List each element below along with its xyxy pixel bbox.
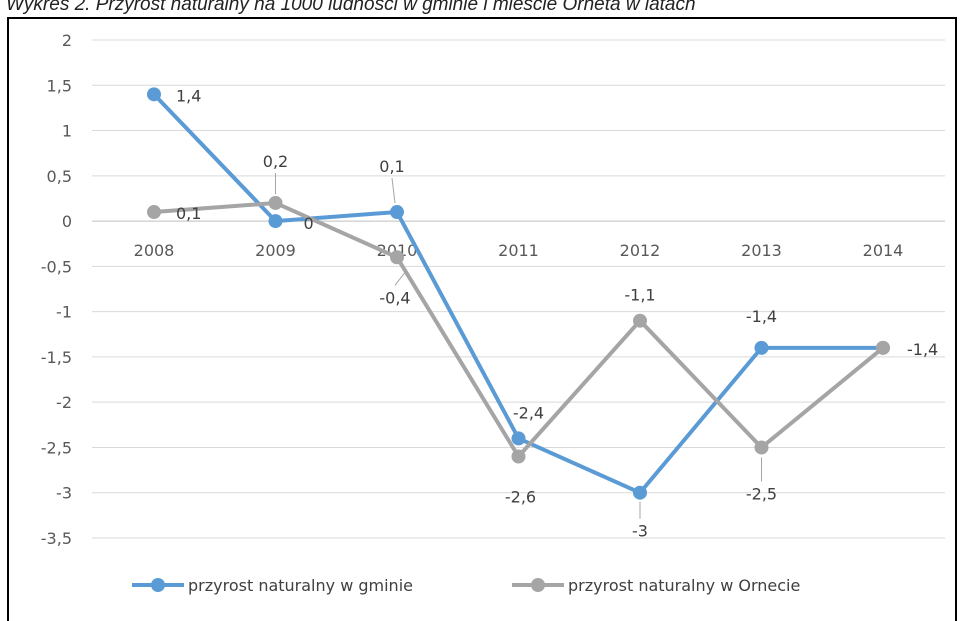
data-label-orneta: -0,4 bbox=[379, 288, 410, 307]
x-tick-label: 2011 bbox=[498, 241, 539, 260]
y-tick-label: -1 bbox=[56, 303, 72, 322]
y-tick-label: 2 bbox=[62, 31, 72, 50]
marker-orneta bbox=[754, 440, 769, 455]
marker-gmina bbox=[268, 214, 283, 229]
y-tick-label: 0,5 bbox=[47, 167, 72, 186]
y-tick-label: -3 bbox=[56, 484, 72, 503]
y-tick-label: 0 bbox=[62, 212, 72, 231]
x-axis-ticks: 2008200920102011201220132014 bbox=[134, 241, 904, 260]
data-label-gmina: 1,4 bbox=[176, 86, 201, 105]
data-label-orneta: 0,2 bbox=[263, 152, 288, 171]
y-tick-label: 1 bbox=[62, 122, 72, 141]
y-tick-label: -3,5 bbox=[41, 529, 72, 548]
legend-marker bbox=[531, 578, 545, 592]
marker-orneta bbox=[511, 449, 526, 464]
legend-item-gmina: przyrost naturalny w gminie bbox=[188, 576, 413, 595]
data-label-orneta: -2,6 bbox=[505, 488, 536, 507]
data-label-gmina: 0 bbox=[304, 214, 314, 233]
data-label-gmina: -2,4 bbox=[513, 403, 544, 422]
marker-gmina bbox=[754, 340, 769, 355]
marker-orneta bbox=[876, 340, 890, 355]
y-tick-label: -2 bbox=[56, 393, 72, 412]
x-tick-label: 2012 bbox=[620, 241, 661, 260]
series-layer bbox=[147, 87, 890, 500]
chart-caption: Wykres 2. Przyrost naturalny na 1000 lud… bbox=[6, 0, 696, 15]
marker-gmina bbox=[511, 431, 526, 446]
y-tick-label: -2,5 bbox=[41, 438, 72, 457]
data-label-gmina: -1,4 bbox=[907, 340, 938, 359]
marker-orneta bbox=[633, 313, 647, 328]
label-leader bbox=[391, 177, 396, 204]
chart-frame bbox=[7, 17, 957, 621]
marker-orneta bbox=[390, 250, 404, 265]
y-tick-label: -1,5 bbox=[41, 348, 72, 367]
data-label-orneta: -1,1 bbox=[624, 286, 655, 305]
data-label-gmina: -3 bbox=[632, 522, 648, 541]
y-axis-ticks: 2 1,5 1 0,5 0 -0,5 -1 -1,5 -2 -2,5 -3 -3,5 bbox=[41, 31, 72, 548]
data-label-gmina: 0,1 bbox=[379, 157, 404, 176]
legend-item-orneta: przyrost naturalny w Ornecie bbox=[568, 576, 800, 595]
x-tick-label: 2009 bbox=[255, 241, 296, 260]
x-tick-label: 2013 bbox=[741, 241, 782, 260]
marker-gmina bbox=[390, 205, 404, 220]
marker-gmina bbox=[147, 87, 161, 102]
marker-orneta bbox=[268, 195, 283, 210]
data-label-gmina: -1,4 bbox=[746, 307, 777, 326]
data-labels: 0,1 0,2 -0,4 -2,6 -1,1 -2,5 1,4 0 0,1 -2,4 -3 -1,4 -… bbox=[176, 86, 938, 540]
marker-orneta bbox=[147, 205, 161, 220]
marker-gmina bbox=[633, 485, 647, 500]
gridlines bbox=[92, 39, 945, 539]
y-tick-label: -0,5 bbox=[41, 257, 72, 276]
x-tick-label: 2008 bbox=[134, 241, 175, 260]
x-tick-label: 2014 bbox=[863, 241, 904, 260]
legend: przyrost naturalny w gminie przyrost natu… bbox=[132, 576, 800, 595]
data-label-orneta: -2,5 bbox=[746, 484, 777, 503]
y-tick-label: 1,5 bbox=[47, 76, 72, 95]
data-label-orneta: 0,1 bbox=[176, 204, 201, 223]
legend-marker bbox=[151, 578, 165, 592]
label-leader bbox=[394, 272, 406, 286]
